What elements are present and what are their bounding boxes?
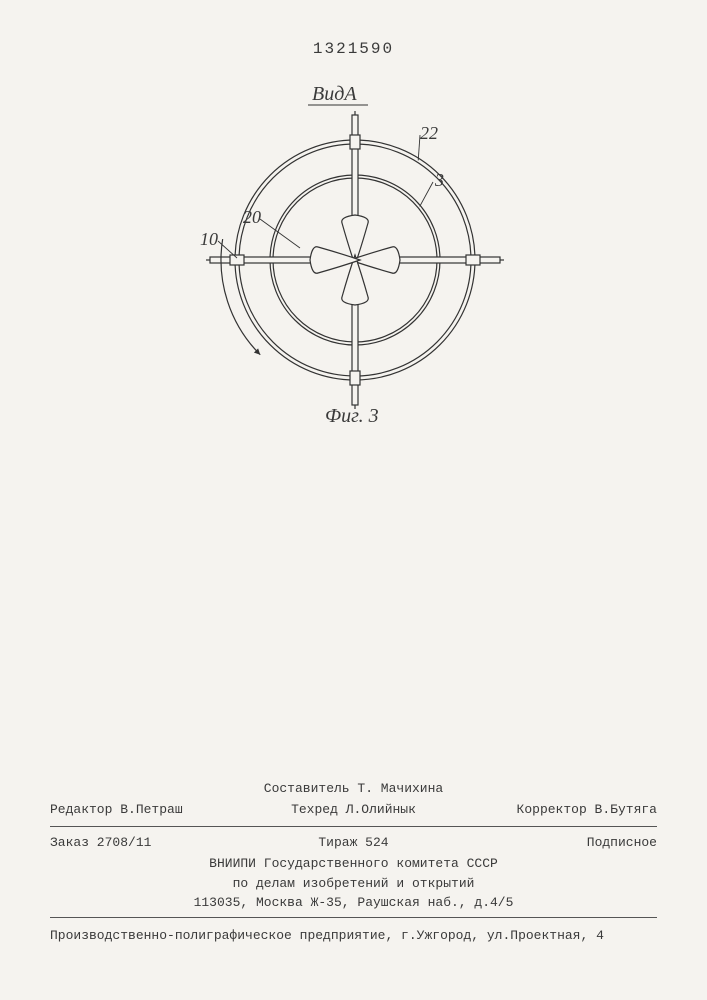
podpisnoe: Подписное [455, 833, 657, 853]
divider [50, 826, 657, 827]
patent-page: 1321590 ВидА 22 3 20 10 Фиг. 3 Составите… [0, 0, 707, 1000]
figure-caption: Фиг. 3 [325, 405, 379, 428]
tirazh: Тираж 524 [252, 833, 454, 853]
divider-2 [50, 917, 657, 918]
figure-3-diagram: ВидА 22 3 20 10 Фиг. 3 [190, 85, 520, 405]
org-address: 113035, Москва Ж-35, Раушская наб., д.4/… [50, 893, 657, 913]
printer-line: Производственно-полиграфическое предприя… [50, 926, 657, 946]
order-number: Заказ 2708/11 [50, 833, 252, 853]
figure-svg [190, 85, 520, 435]
org-line-2: по делам изобретений и открытий [50, 874, 657, 894]
view-label: ВидА [312, 83, 357, 106]
document-number: 1321590 [0, 40, 707, 58]
corrector: Корректор В.Бутяга [455, 800, 657, 820]
ref-label-10: 10 [200, 229, 218, 250]
order-row: Заказ 2708/11 Тираж 524 Подписное [50, 831, 657, 855]
footer-block: Составитель Т. Мачихина Редактор В.Петра… [50, 779, 657, 946]
compiler-line: Составитель Т. Мачихина [50, 779, 657, 799]
ref-label-3: 3 [435, 170, 444, 191]
org-line-1: ВНИИПИ Государственного комитета СССР [50, 854, 657, 874]
ref-label-22: 22 [420, 123, 438, 144]
printer: Производственно-полиграфическое предприя… [50, 926, 604, 946]
techred: Техред Л.Олийнык [252, 800, 454, 820]
editor-row: Редактор В.Петраш Техред Л.Олийнык Корре… [50, 798, 657, 822]
editor: Редактор В.Петраш [50, 800, 252, 820]
ref-label-20: 20 [243, 207, 261, 228]
